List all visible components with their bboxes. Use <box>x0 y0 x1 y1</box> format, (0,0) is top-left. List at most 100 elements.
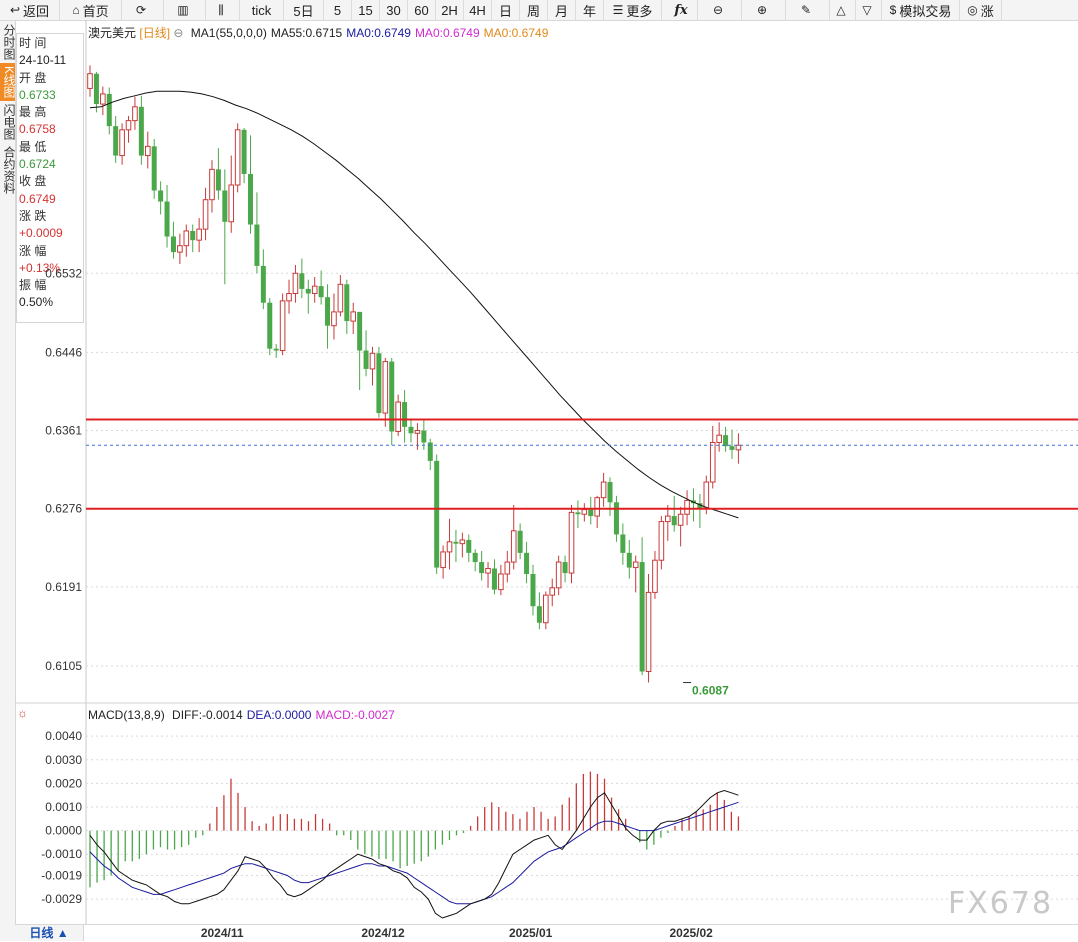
candle-body-40 <box>344 284 350 322</box>
period-year-button[interactable]: 年 <box>576 0 604 20</box>
period-month-button[interactable]: 月 <box>548 0 576 20</box>
info-value-4: 0.6749 <box>19 191 56 206</box>
sim-trade-button[interactable]: $ 模拟交易 <box>882 0 960 20</box>
info-value-0: 24-10-11 <box>19 53 67 68</box>
legend-item-1: MA55:0.6715 <box>270 26 343 40</box>
info-value-3: 0.6724 <box>19 157 56 172</box>
macd-y-tick-label-1: 0.0030 <box>45 753 82 767</box>
formula-button-label: fx <box>674 2 688 18</box>
x-tick-label-1: 2024/12 <box>361 926 405 940</box>
info-value-7: 0.50% <box>19 295 54 310</box>
side-tab-2[interactable]: 闪电图 <box>2 104 16 141</box>
candle-body-25 <box>248 173 253 225</box>
legend-settings-icon[interactable]: ⊖ <box>173 26 184 40</box>
candle-body-38 <box>331 311 337 327</box>
candle-body-53 <box>427 442 433 461</box>
period-year-button-label: 年 <box>583 3 597 19</box>
candle-body-42 <box>357 311 363 351</box>
candle-body-9 <box>144 145 151 157</box>
down-tri-button[interactable]: ▽ <box>856 0 882 20</box>
bar-chart-icon: ▥ <box>177 3 189 17</box>
period-4h-button[interactable]: 4H <box>464 0 492 20</box>
candle-body-71 <box>543 594 549 624</box>
candle-body-75 <box>568 511 575 574</box>
ma55-line <box>89 90 739 519</box>
side-tab-0[interactable]: 分时图 <box>2 24 16 60</box>
candle-body-69 <box>530 574 536 607</box>
candle-body-2 <box>100 93 106 105</box>
symbol-name: 澳元美元 <box>88 26 137 40</box>
candle-body-72 <box>549 587 556 596</box>
tick-button[interactable]: tick <box>240 0 284 20</box>
period-selector-button[interactable]: 日线 ▲ <box>15 925 84 941</box>
period-week-button-label: 周 <box>527 3 541 19</box>
side-tab-3[interactable]: 合约资料 <box>2 146 16 195</box>
candle-body-76 <box>575 512 581 515</box>
macd-settings-icon[interactable]: ☼ <box>17 706 28 720</box>
period-15-button[interactable]: 15 <box>352 0 380 20</box>
candle-body-8 <box>138 106 144 156</box>
candle-body-89 <box>658 521 665 561</box>
candle-body-80 <box>600 481 607 499</box>
period-2h-button-label: 2H <box>441 2 458 18</box>
zoom-out-button[interactable]: ⊖ <box>698 0 742 20</box>
candle-body-29 <box>273 348 279 351</box>
candle-body-65 <box>504 561 511 575</box>
candle-body-68 <box>524 552 530 575</box>
refresh-icon: ⟳ <box>135 3 147 17</box>
period-5-button[interactable]: 5 <box>324 0 352 20</box>
bar-chart-button[interactable]: ▥ <box>164 0 206 20</box>
zoom-in-button[interactable]: ⊕ <box>742 0 786 20</box>
refresh-button[interactable]: ⟳ <box>122 0 164 20</box>
formula-button[interactable]: fx <box>662 0 698 20</box>
y-tick-label-0: 0.6532 <box>45 266 82 280</box>
draw-button[interactable]: ✎ <box>786 0 830 20</box>
candle-body-39 <box>337 283 344 313</box>
candle-body-27 <box>260 265 266 303</box>
period-2h-button[interactable]: 2H <box>436 0 464 20</box>
period-4h-button-label: 4H <box>469 2 486 18</box>
candle-body-57 <box>453 541 459 544</box>
candle-body-84 <box>626 552 632 568</box>
candle-body-66 <box>510 530 517 563</box>
candle-body-93 <box>684 499 690 515</box>
period-5d-button[interactable]: 5日 <box>284 0 324 20</box>
info-label-7: 振 幅 <box>19 278 47 293</box>
period-week-button[interactable]: 周 <box>520 0 548 20</box>
side-tabs: 分时图 K线图闪电图合约资料 <box>0 21 16 941</box>
candle-body-33 <box>299 273 305 289</box>
zoom-out-icon: ⊖ <box>712 3 724 17</box>
more-button-label: 更多 <box>626 3 653 19</box>
candle-body-0 <box>87 73 93 89</box>
period-30-button[interactable]: 30 <box>380 0 408 20</box>
period-day-button[interactable]: 日 <box>492 0 520 20</box>
candle-body-14 <box>177 245 183 253</box>
candle-body-99 <box>723 435 729 447</box>
macd-legend: MACD(13,8,9) DIFF:-0.0014 DEA:0.0000 MACD:… <box>88 708 395 722</box>
candle-body-46 <box>382 361 389 414</box>
candle-body-60 <box>472 552 478 563</box>
toolbar: ↩ 返回 ⌂ 首页 ⟳ ▥ ⫼ tick 5日 5 15 30 60 2H 4H 日周月年 ☰ 更多 fx ⊖ ⊕ ✎ △ ▽… <box>0 0 1078 21</box>
back-button-label: 返回 <box>23 3 50 19</box>
up-tri-button[interactable]: △ <box>830 0 856 20</box>
candle-body-3 <box>106 93 112 127</box>
triangle-up-icon: △ <box>836 3 846 17</box>
tick-button-label: tick <box>251 2 272 18</box>
home-button[interactable]: ⌂ 首页 <box>60 0 122 20</box>
candle-body-87 <box>645 591 652 672</box>
home-icon: ⌂ <box>72 3 80 17</box>
candle-chart-button[interactable]: ⫼ <box>206 0 240 20</box>
macd-legend-item-2: MACD:-0.0027 <box>315 708 395 722</box>
candle-body-73 <box>555 561 562 589</box>
candle-body-79 <box>594 497 600 517</box>
back-button[interactable]: ↩ 返回 <box>0 0 60 20</box>
y-tick-label-5: 0.6105 <box>45 659 82 673</box>
candle-body-45 <box>376 353 382 414</box>
extra-button[interactable]: ◎ 涨 <box>960 0 1002 20</box>
triangle-down-icon: ▽ <box>862 3 872 17</box>
side-tab-1[interactable]: K线图 <box>0 63 16 102</box>
macd-title: MACD(13,8,9) <box>88 708 165 722</box>
period-60-button[interactable]: 60 <box>408 0 436 20</box>
more-button[interactable]: ☰ 更多 <box>604 0 662 20</box>
